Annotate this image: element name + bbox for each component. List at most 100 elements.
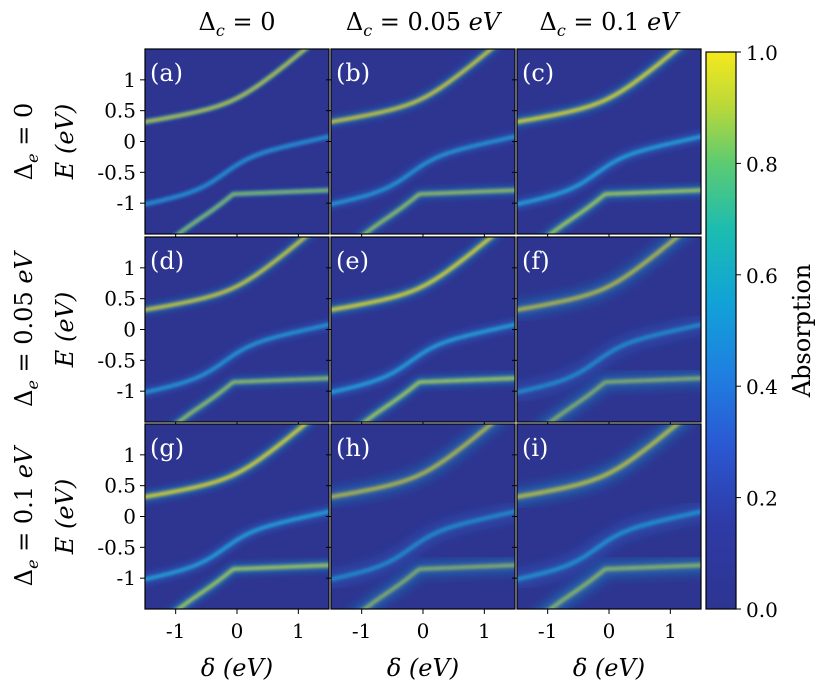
upper-branch <box>331 237 494 312</box>
x-axis-label: δ (eV) <box>573 654 645 682</box>
x-tick-label: 1 <box>478 619 491 643</box>
panel-label: (a) <box>150 59 183 87</box>
middle-branch <box>331 323 515 394</box>
x-tick-label: 1 <box>664 619 677 643</box>
y-tick-label: -0.5 <box>97 535 136 559</box>
y-tick-label: 1 <box>123 68 136 92</box>
panel-i: (i) -1 0 1 <box>512 423 702 643</box>
lower-branch <box>548 188 701 234</box>
panel-c: (c) <box>512 48 702 239</box>
lower-branch <box>547 376 701 422</box>
upper-branch <box>331 424 495 499</box>
middle-branch <box>145 135 329 206</box>
lower-branch <box>361 563 515 609</box>
colorbar-label: Absorption <box>788 264 816 399</box>
panel-label: (h) <box>336 434 370 462</box>
upper-branch <box>145 49 308 124</box>
absorption-branches <box>331 237 515 422</box>
y-tick-label: 0.5 <box>104 99 136 123</box>
column-titles: Δc = 0 Δc = 0.05 eV Δc = 0.1 eV <box>199 8 682 40</box>
y-tick-label: 0.5 <box>104 474 136 498</box>
x-tick-label: 1 <box>292 619 305 643</box>
panel-h: (h) -1 0 1 <box>326 423 516 643</box>
x-tick-label: -1 <box>352 619 371 643</box>
lower-branch <box>176 189 329 234</box>
x-tick-label: 0 <box>417 619 430 643</box>
upper-branch <box>145 424 308 499</box>
absorption-branches <box>517 49 701 234</box>
panel-b: (b) <box>326 48 516 239</box>
y-tick-label: 0.5 <box>104 287 136 311</box>
y-tick-label: -1 <box>117 566 136 590</box>
colorbar-tick-label: 0.0 <box>746 598 778 622</box>
x-axis-label: δ (eV) <box>201 654 273 682</box>
y-tick-label: 0 <box>123 505 136 529</box>
colorbar-tick-label: 0.6 <box>746 264 778 288</box>
panels-group: (a) 1 0.5 0 -0.5 -1 (b) (c) (d) 1 0.5 0 -0.5 -1 (e) (f)… <box>97 48 702 643</box>
lower-branch <box>547 563 701 609</box>
panel-label: (e) <box>336 247 369 275</box>
panel-d: (d) 1 0.5 0 -0.5 -1 <box>97 236 330 427</box>
colorbar-tick-label: 1.0 <box>746 41 778 65</box>
row-title: Δe = 0 <box>10 103 42 180</box>
column-title: Δc = 0.1 eV <box>539 8 681 40</box>
colorbar-tick-label: 0.8 <box>746 152 778 176</box>
colorbar: 0.0 0.2 0.4 0.6 0.8 1.0 Absorption <box>705 41 816 622</box>
middle-branch <box>145 510 329 581</box>
panel-f: (f) <box>512 236 702 427</box>
absorption-branches <box>517 237 701 422</box>
lower-branch <box>176 563 329 609</box>
middle-branch <box>517 509 701 582</box>
lower-branch <box>362 376 515 422</box>
panel-label: (g) <box>150 434 184 462</box>
absorption-branches <box>145 424 329 609</box>
x-tick-label: -1 <box>166 619 185 643</box>
upper-branch <box>145 237 308 312</box>
panel-e: (e) <box>326 236 516 427</box>
x-tick-label: 0 <box>603 619 616 643</box>
y-tick-label: 1 <box>123 443 136 467</box>
column-title: Δc = 0 <box>199 8 276 40</box>
middle-branch <box>331 509 515 582</box>
y-axis-label: E (eV) <box>51 104 79 180</box>
panel-a: (a) 1 0.5 0 -0.5 -1 <box>97 48 330 239</box>
panel-label: (i) <box>522 434 548 462</box>
absorption-branches <box>145 49 329 234</box>
panel-label: (c) <box>522 59 554 87</box>
upper-branch <box>517 49 680 124</box>
absorption-branches <box>145 237 329 422</box>
colorbar-bar <box>705 51 737 610</box>
y-tick-label: -1 <box>117 379 136 403</box>
middle-branch <box>517 135 701 206</box>
y-axis-label: E (eV) <box>51 479 79 555</box>
upper-branch <box>517 237 681 312</box>
absorption-branches <box>517 424 701 609</box>
absorption-branches <box>331 424 515 609</box>
upper-branch <box>517 424 681 499</box>
middle-branch <box>517 322 701 395</box>
middle-branch <box>331 135 515 206</box>
row-title: Δe = 0.1 eV <box>10 444 42 586</box>
x-axis-label: δ (eV) <box>387 654 459 682</box>
x-tick-label: 0 <box>231 619 244 643</box>
row-titles: Δe = 0 E (eV) Δe = 0.05 eV E (eV) Δe = 0.1 e… <box>10 103 79 586</box>
y-tick-label: 0 <box>123 130 136 154</box>
y-tick-label: 1 <box>123 256 136 280</box>
row-title: Δe = 0.05 eV <box>10 249 42 406</box>
y-tick-label: -1 <box>117 191 136 215</box>
x-tick-label: -1 <box>538 619 557 643</box>
upper-branch <box>331 49 494 124</box>
y-tick-label: -0.5 <box>97 348 136 372</box>
absorption-branches <box>331 49 515 234</box>
y-tick-label: -0.5 <box>97 160 136 184</box>
axis-labels: δ (eV) δ (eV) δ (eV) <box>201 654 645 682</box>
panel-label: (f) <box>522 247 550 275</box>
column-title: Δc = 0.05 eV <box>346 8 503 40</box>
y-tick-label: 0 <box>123 318 136 342</box>
colorbar-tick-label: 0.4 <box>746 375 778 399</box>
panel-g: (g) 1 0.5 0 -0.5 -1 -1 0 1 <box>97 423 330 643</box>
lower-branch <box>176 376 329 422</box>
lower-branch <box>362 188 515 234</box>
colorbar-tick-label: 0.2 <box>746 487 778 511</box>
